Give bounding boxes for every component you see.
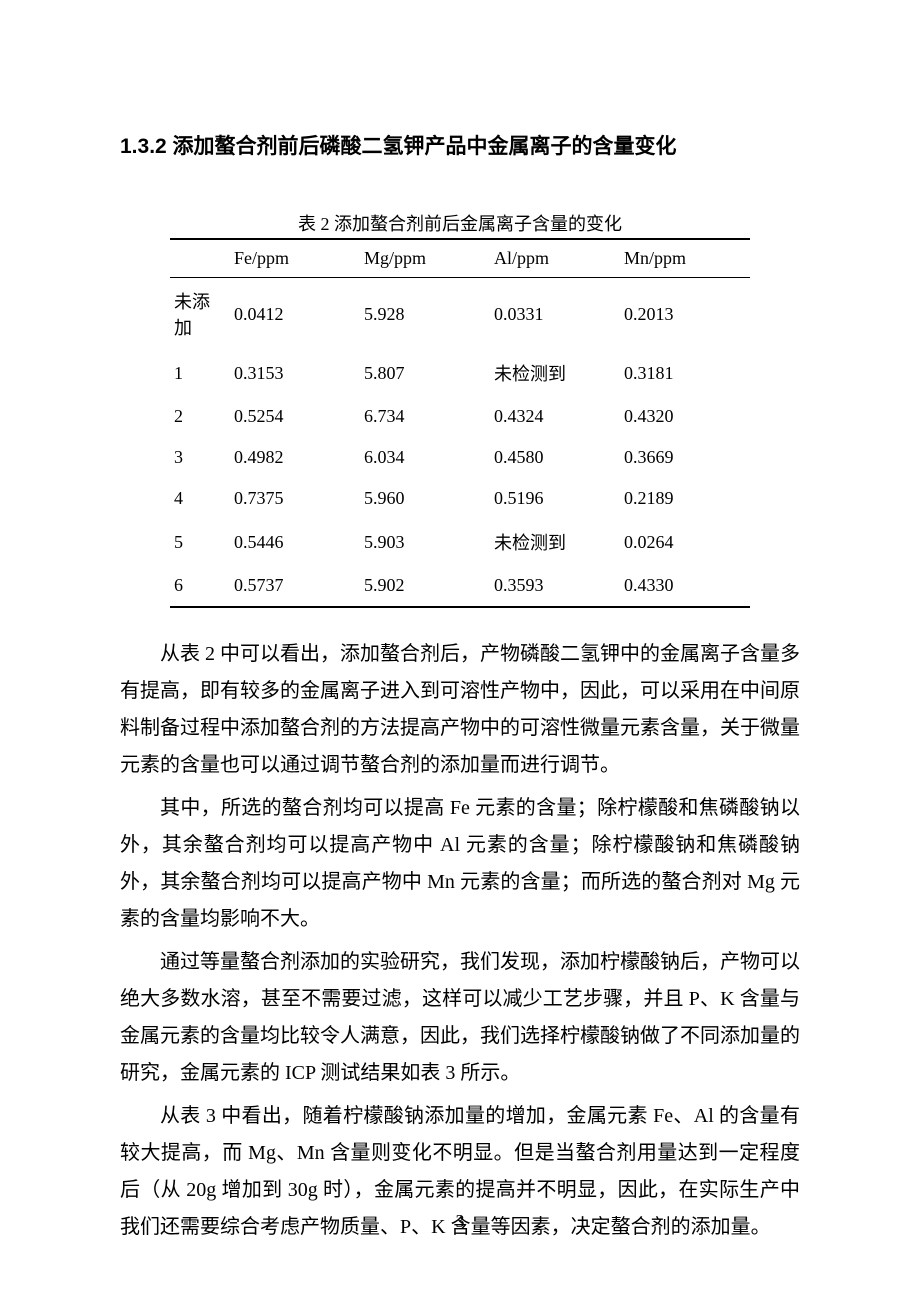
body-paragraph: 从表 2 中可以看出，添加螯合剂后，产物磷酸二氢钾中的金属离子含量多有提高，即有… xyxy=(120,636,800,784)
table-cell: 0.5254 xyxy=(230,396,360,437)
table-cell: 1 xyxy=(170,350,230,396)
table-row: 6 0.5737 5.902 0.3593 0.4330 xyxy=(170,565,750,607)
table-cell: 0.3669 xyxy=(620,437,750,478)
table-cell: 4 xyxy=(170,478,230,519)
table-row: 2 0.5254 6.734 0.4324 0.4320 xyxy=(170,396,750,437)
table-header-cell: Al/ppm xyxy=(490,239,620,278)
table-cell: 5.807 xyxy=(360,350,490,396)
table-cell: 0.7375 xyxy=(230,478,360,519)
table-header-cell: Mn/ppm xyxy=(620,239,750,278)
table-cell: 3 xyxy=(170,437,230,478)
table-cell: 2 xyxy=(170,396,230,437)
metal-ion-table: Fe/ppm Mg/ppm Al/ppm Mn/ppm 未添加 0.0412 5… xyxy=(170,238,750,608)
table-row: 1 0.3153 5.807 未检测到 0.3181 xyxy=(170,350,750,396)
table-caption: 表 2 添加螯合剂前后金属离子含量的变化 xyxy=(120,210,800,236)
table-cell: 5.960 xyxy=(360,478,490,519)
table-cell: 未检测到 xyxy=(490,350,620,396)
table-cell: 0.4982 xyxy=(230,437,360,478)
table-cell: 5.903 xyxy=(360,519,490,565)
table-cell: 5.928 xyxy=(360,278,490,351)
table-cell: 0.0331 xyxy=(490,278,620,351)
section-heading: 1.3.2 添加螯合剂前后磷酸二氢钾产品中金属离子的含量变化 xyxy=(120,130,800,160)
table-cell: 0.3181 xyxy=(620,350,750,396)
table-cell: 0.4324 xyxy=(490,396,620,437)
table-cell: 未添加 xyxy=(170,278,230,351)
table-cell: 5 xyxy=(170,519,230,565)
table-cell: 0.4580 xyxy=(490,437,620,478)
table-cell: 6.034 xyxy=(360,437,490,478)
table-cell: 0.3593 xyxy=(490,565,620,607)
table-header-cell: Fe/ppm xyxy=(230,239,360,278)
body-paragraph: 其中，所选的螯合剂均可以提高 Fe 元素的含量；除柠檬酸和焦磷酸钠以外，其余螯合… xyxy=(120,790,800,938)
table-row: 5 0.5446 5.903 未检测到 0.0264 xyxy=(170,519,750,565)
table-cell: 0.2013 xyxy=(620,278,750,351)
table-header-cell xyxy=(170,239,230,278)
table-cell: 0.4330 xyxy=(620,565,750,607)
page-number: 3 xyxy=(0,1211,920,1232)
table-row: 未添加 0.0412 5.928 0.0331 0.2013 xyxy=(170,278,750,351)
table-cell: 0.0264 xyxy=(620,519,750,565)
table-cell: 6 xyxy=(170,565,230,607)
table-cell: 0.5446 xyxy=(230,519,360,565)
table-cell: 0.5196 xyxy=(490,478,620,519)
table-cell: 5.902 xyxy=(360,565,490,607)
table-cell: 0.3153 xyxy=(230,350,360,396)
table-row: 3 0.4982 6.034 0.4580 0.3669 xyxy=(170,437,750,478)
table-cell: 0.5737 xyxy=(230,565,360,607)
table-cell: 0.4320 xyxy=(620,396,750,437)
table-cell: 0.0412 xyxy=(230,278,360,351)
body-paragraph: 通过等量螯合剂添加的实验研究，我们发现，添加柠檬酸钠后，产物可以绝大多数水溶，甚… xyxy=(120,944,800,1092)
table-cell: 0.2189 xyxy=(620,478,750,519)
table-header-row: Fe/ppm Mg/ppm Al/ppm Mn/ppm xyxy=(170,239,750,278)
table-header-cell: Mg/ppm xyxy=(360,239,490,278)
table-row: 4 0.7375 5.960 0.5196 0.2189 xyxy=(170,478,750,519)
table-cell: 6.734 xyxy=(360,396,490,437)
table-cell: 未检测到 xyxy=(490,519,620,565)
